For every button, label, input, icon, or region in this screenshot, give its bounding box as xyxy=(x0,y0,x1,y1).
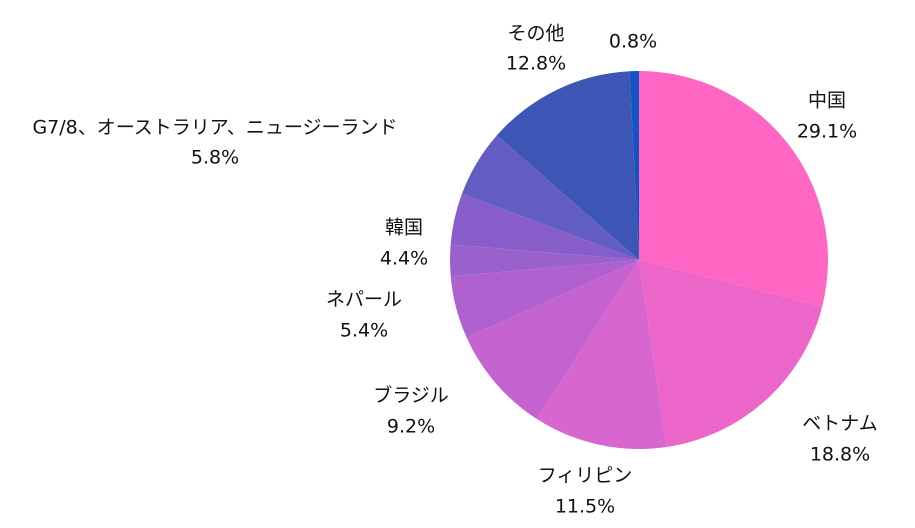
slice-label: 中国 xyxy=(808,90,846,112)
slice-value-label: 5.4% xyxy=(340,320,388,342)
slice-value-label: 5.8% xyxy=(191,147,239,169)
slice-label: 韓国 xyxy=(385,217,423,239)
pie-labels: 中国 29.1% ベトナム 18.8% フィリピン 11.5% ブラジル 9.2% ネパール 5.… xyxy=(32,23,877,518)
pie-slice xyxy=(639,71,828,307)
pie-slice xyxy=(639,260,823,447)
slice-value-label: 0.8% xyxy=(609,31,657,53)
slice-label: フィリピン xyxy=(538,465,633,487)
pie-slice xyxy=(536,260,667,449)
slice-label: G7/8、オーストラリア、ニュージーランド xyxy=(32,117,397,139)
slice-value-label: 4.4% xyxy=(380,248,428,270)
pie-slice xyxy=(450,260,639,338)
slice-label: ブラジル xyxy=(373,384,449,407)
slice-label: ベトナム xyxy=(802,413,877,435)
pie-slices xyxy=(450,71,828,449)
slice-value-label: 11.5% xyxy=(555,496,615,518)
pie-slice xyxy=(450,244,639,277)
pie-slice xyxy=(466,260,639,419)
slice-value-label: 18.8% xyxy=(810,444,870,466)
slice-label: ネパール xyxy=(326,289,402,311)
pie-slice xyxy=(496,71,639,261)
slice-label: その他 xyxy=(507,23,564,45)
pie-slice xyxy=(629,71,639,260)
slice-value-label: 9.2% xyxy=(387,416,435,438)
pie-slice xyxy=(461,135,639,260)
pie-slice xyxy=(450,193,639,260)
slice-value-label: 29.1% xyxy=(797,121,857,143)
slice-value-label: 12.8% xyxy=(506,53,566,75)
